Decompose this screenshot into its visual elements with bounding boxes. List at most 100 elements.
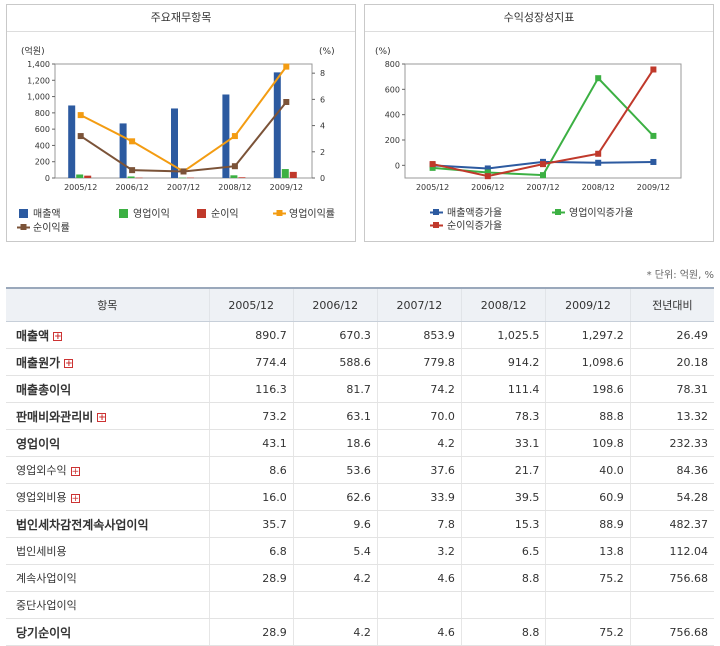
cell-value: 756.68 xyxy=(629,618,714,646)
cell-value: 40.0 xyxy=(545,456,631,484)
cell-value: 1,025.5 xyxy=(460,321,546,349)
cell-value: 70.0 xyxy=(376,402,462,430)
row-label: 매출원가 + xyxy=(6,348,210,376)
expand-plus-icon[interactable]: + xyxy=(97,412,107,423)
cell-value: 7.8 xyxy=(376,510,462,538)
legend-swatch-3 xyxy=(276,210,283,216)
expand-plus-icon[interactable]: + xyxy=(64,358,74,369)
cell-value: 8.8 xyxy=(460,564,546,592)
cell-value: 26.49 xyxy=(629,321,714,349)
x-tick-label: 2007/12 xyxy=(526,183,559,192)
unit-note: * 단위: 억원, % xyxy=(646,270,714,281)
line-point-1-0 xyxy=(77,133,84,140)
cell-value: 28.9 xyxy=(208,618,294,646)
row-label-text: 매출액 xyxy=(16,328,50,343)
row-label-text: 법인세비용 xyxy=(16,545,67,558)
cell-value: 78.31 xyxy=(629,375,714,403)
cell-value xyxy=(629,591,714,619)
cell-value: 756.68 xyxy=(629,564,714,592)
table-row: 영업외수익 +8.6 53.6 37.6 21.7 40.0 84.36 xyxy=(6,456,714,484)
cell-value: 84.36 xyxy=(629,456,714,484)
bar-1-0 xyxy=(76,174,84,178)
cell-value: 13.32 xyxy=(629,402,714,430)
cell-value: 1,098.6 xyxy=(545,348,631,376)
growth-indicator-panel: 수익성장성지표 (%) 0 200 400 600 800 2005/12 2006/12 20… xyxy=(364,4,714,242)
cell-value: 890.7 xyxy=(208,321,294,349)
legend-label-1: 영업이익 xyxy=(133,207,170,220)
bar-2-2 xyxy=(187,177,194,179)
header-col-5: 2009/12 xyxy=(545,287,631,322)
x-tick-label: 2007/12 xyxy=(167,183,200,192)
cell-value: 33.9 xyxy=(376,483,462,511)
legend-label-3: 영업이익률 xyxy=(289,207,335,220)
cell-value: 20.18 xyxy=(629,348,714,376)
bar-1-1 xyxy=(127,176,135,178)
cell-value: 4.2 xyxy=(292,618,378,646)
row-label: 매출액 + xyxy=(6,321,210,349)
bar-0-0 xyxy=(68,105,76,178)
cell-value: 75.2 xyxy=(545,564,631,592)
bar-1-2 xyxy=(179,177,186,179)
line-point-1-4 xyxy=(650,132,657,139)
cell-value: 6.5 xyxy=(460,537,546,565)
y-tick-label: 200 xyxy=(385,136,400,145)
bar-2-1 xyxy=(135,177,143,179)
financial-table: 항목 2005/12 2006/12 2007/12 2008/12 2009/12 전년대… xyxy=(6,287,714,646)
cell-value: 588.6 xyxy=(292,348,378,376)
expand-plus-icon[interactable]: + xyxy=(70,493,80,504)
legend-swatch-0 xyxy=(19,209,28,218)
cell-value: 8.8 xyxy=(460,618,546,646)
row-label-text: 판매비와관리비 xyxy=(16,409,94,424)
cell-value xyxy=(208,591,294,619)
row-label: 영업이익 xyxy=(6,429,210,457)
cell-value: 5.4 xyxy=(292,537,378,565)
cell-value: 75.2 xyxy=(545,618,631,646)
bar-1-3 xyxy=(230,175,238,178)
legend-label-4: 순이익률 xyxy=(33,222,70,234)
line-point-2-4 xyxy=(650,66,657,73)
y-axis-unit: (%) xyxy=(375,47,391,57)
cell-value xyxy=(545,591,631,619)
y-tick-label: 0 xyxy=(395,161,400,170)
table-row: 판매비와관리비 +73.2 63.1 70.0 78.3 88.8 13.32 xyxy=(6,402,714,430)
cell-value: 779.8 xyxy=(376,348,462,376)
legend-label-0: 매출액증가율 xyxy=(447,207,502,219)
table-row: 당기순이익 28.9 4.2 4.6 8.8 75.2 756.68 xyxy=(6,618,714,646)
header-col-3: 2007/12 xyxy=(376,287,462,322)
left-tick-label: 1,000 xyxy=(27,93,50,102)
line-point-1-2 xyxy=(180,168,187,175)
cell-value: 54.28 xyxy=(629,483,714,511)
expand-plus-icon[interactable]: + xyxy=(53,331,63,342)
line-point-0-4 xyxy=(283,63,290,70)
cell-value: 8.6 xyxy=(208,456,294,484)
header-col-2: 2006/12 xyxy=(292,287,378,322)
cell-value: 914.2 xyxy=(460,348,546,376)
line-point-0-4 xyxy=(650,158,657,165)
line-point-0-3 xyxy=(231,133,238,140)
cell-value: 21.7 xyxy=(460,456,546,484)
row-label-text: 중단사업이익 xyxy=(16,599,77,612)
bar-0-2 xyxy=(171,108,178,178)
table-body: 매출액 +890.7 670.3 853.9 1,025.5 1,297.2 26.49 매출… xyxy=(6,321,714,646)
x-tick-label: 2005/12 xyxy=(416,183,449,192)
cell-value: 35.7 xyxy=(208,510,294,538)
line-point-2-3 xyxy=(595,150,602,157)
cell-value: 13.8 xyxy=(545,537,631,565)
row-label: 매출총이익 xyxy=(6,375,210,403)
cell-value: 6.8 xyxy=(208,537,294,565)
table-row: 매출총이익 116.3 81.7 74.2 111.4 198.6 78.31 xyxy=(6,375,714,403)
header-item: 항목 xyxy=(6,287,210,322)
expand-plus-icon[interactable]: + xyxy=(70,466,80,477)
x-tick-label: 2008/12 xyxy=(218,183,251,192)
cell-value: 15.3 xyxy=(460,510,546,538)
row-label-text: 법인세차감전계속사업이익 xyxy=(16,517,149,532)
line-point-1-1 xyxy=(484,169,491,176)
table-row: 영업외비용 +16.0 62.6 33.9 39.5 60.9 54.28 xyxy=(6,483,714,511)
cell-value: 16.0 xyxy=(208,483,294,511)
cell-value: 63.1 xyxy=(292,402,378,430)
legend-swatch-0 xyxy=(433,209,439,215)
legend-swatch-1 xyxy=(119,209,128,218)
legend-label-2: 순이익증가율 xyxy=(447,220,502,232)
bar-0-1 xyxy=(119,123,127,178)
table-row: 매출액 +890.7 670.3 853.9 1,025.5 1,297.2 26.49 xyxy=(6,321,714,349)
